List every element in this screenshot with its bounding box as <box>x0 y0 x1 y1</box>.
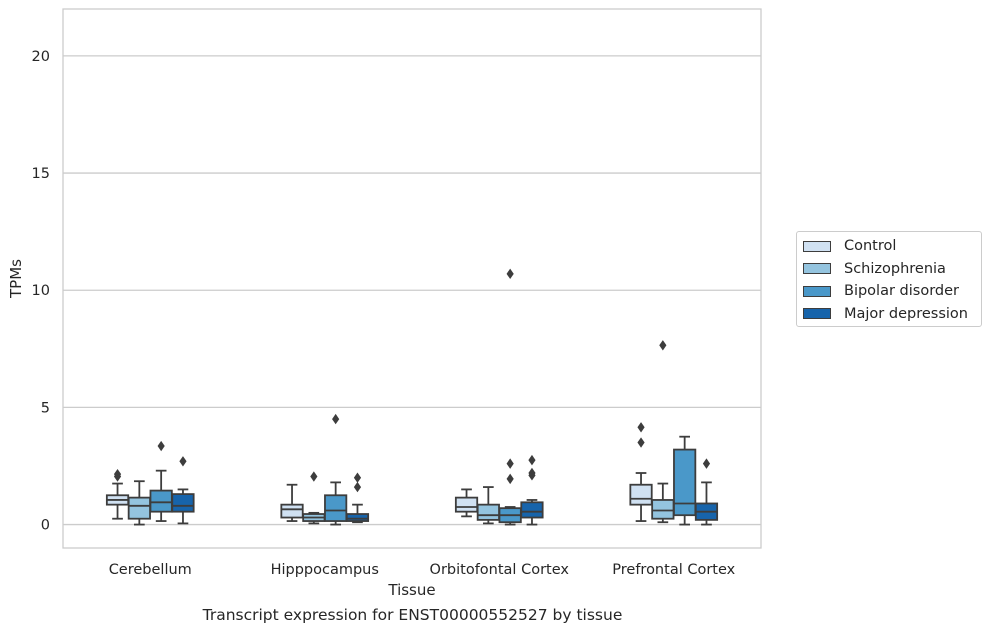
box-major-depression <box>520 454 544 526</box>
box-control <box>454 488 479 518</box>
box-bipolar-disorder <box>149 440 173 522</box>
category-group <box>629 340 719 526</box>
legend-item: Major depression <box>803 304 968 324</box>
outlier-point <box>506 473 514 485</box>
y-axis-label: TPMs <box>7 259 25 299</box>
box-control <box>629 422 653 522</box>
outlier-point <box>637 437 645 448</box>
box-iqr <box>476 503 500 521</box>
box-schizophrenia <box>651 340 675 524</box>
chart-caption: Transcript expression for ENST0000055252… <box>202 606 623 624</box>
legend-swatch <box>803 308 831 319</box>
outlier-point <box>179 456 187 467</box>
box-iqr <box>324 494 348 522</box>
legend-label: Bipolar disorder <box>844 283 959 299</box>
plot-frame <box>62 8 762 549</box>
box-bipolar-disorder <box>673 435 697 526</box>
outlier-point <box>332 413 340 425</box>
category-group <box>454 268 544 526</box>
category-group <box>105 440 195 526</box>
box-major-depression <box>345 472 370 524</box>
outlier-point <box>353 481 362 493</box>
x-tick-label: Hipppocampus <box>271 562 379 578</box>
box-iqr <box>127 496 151 520</box>
box-iqr <box>454 496 479 513</box>
box-major-depression <box>171 456 195 525</box>
outlier-point <box>506 458 514 469</box>
box-major-depression <box>694 458 719 526</box>
legend-item: Schizophrenia <box>803 259 946 279</box>
outlier-point <box>637 422 645 433</box>
outlier-point <box>659 340 667 351</box>
box-iqr <box>651 499 675 520</box>
x-tick-label: Prefrontal Cortex <box>612 562 735 578</box>
box-iqr <box>629 483 653 506</box>
legend-label: Major depression <box>844 305 968 322</box>
y-tick-label: 5 <box>41 400 50 416</box>
box-iqr <box>673 448 697 517</box>
box-iqr <box>345 513 370 522</box>
box-iqr <box>171 493 195 513</box>
outlier-point <box>528 467 536 479</box>
box-iqr <box>520 501 544 519</box>
y-tick-label: 10 <box>32 283 50 299</box>
x-tick-labels: Cerebellum Hipppocampus Orbitofontal Corte… <box>109 562 736 578</box>
y-tick-label: 0 <box>41 518 50 534</box>
box-groups <box>105 268 719 526</box>
legend-swatch <box>803 285 831 297</box>
box-schizophrenia <box>127 480 151 526</box>
outlier-point <box>702 458 711 469</box>
outlier-point <box>157 440 165 452</box>
outlier-point <box>310 471 318 482</box>
box-schizophrenia <box>302 471 326 525</box>
y-tick-label: 15 <box>32 166 50 182</box>
y-tick-label: 20 <box>32 49 50 65</box>
outlier-point <box>353 472 362 483</box>
legend-swatch <box>803 240 831 252</box>
box-control <box>105 468 130 520</box>
legend-swatch <box>803 263 831 274</box>
outlier-point <box>506 268 514 280</box>
legend-item: Bipolar disorder <box>803 281 959 301</box>
box-bipolar-disorder <box>324 413 348 526</box>
box-bipolar-disorder <box>498 268 522 526</box>
outlier-point <box>113 468 122 480</box>
x-tick-label: Orbitofontal Cortex <box>430 562 570 578</box>
category-group <box>280 413 370 526</box>
legend-label: Schizophrenia <box>844 260 946 277</box>
legend-item: Control <box>803 236 896 256</box>
box-control <box>280 483 304 522</box>
box-iqr <box>149 489 173 513</box>
legend: Control Schizophrenia Bipolar disorder Majo… <box>796 231 982 327</box>
y-tick-labels: 0 5 10 15 20 <box>32 49 50 534</box>
x-axis-label: Tissue <box>387 581 435 599</box>
x-tick-label: Cerebellum <box>109 562 192 578</box>
box-schizophrenia <box>476 486 500 525</box>
box-iqr <box>280 503 304 519</box>
legend-label: Control <box>844 238 897 254</box>
outlier-point <box>528 454 536 466</box>
gridlines <box>63 55 761 526</box>
